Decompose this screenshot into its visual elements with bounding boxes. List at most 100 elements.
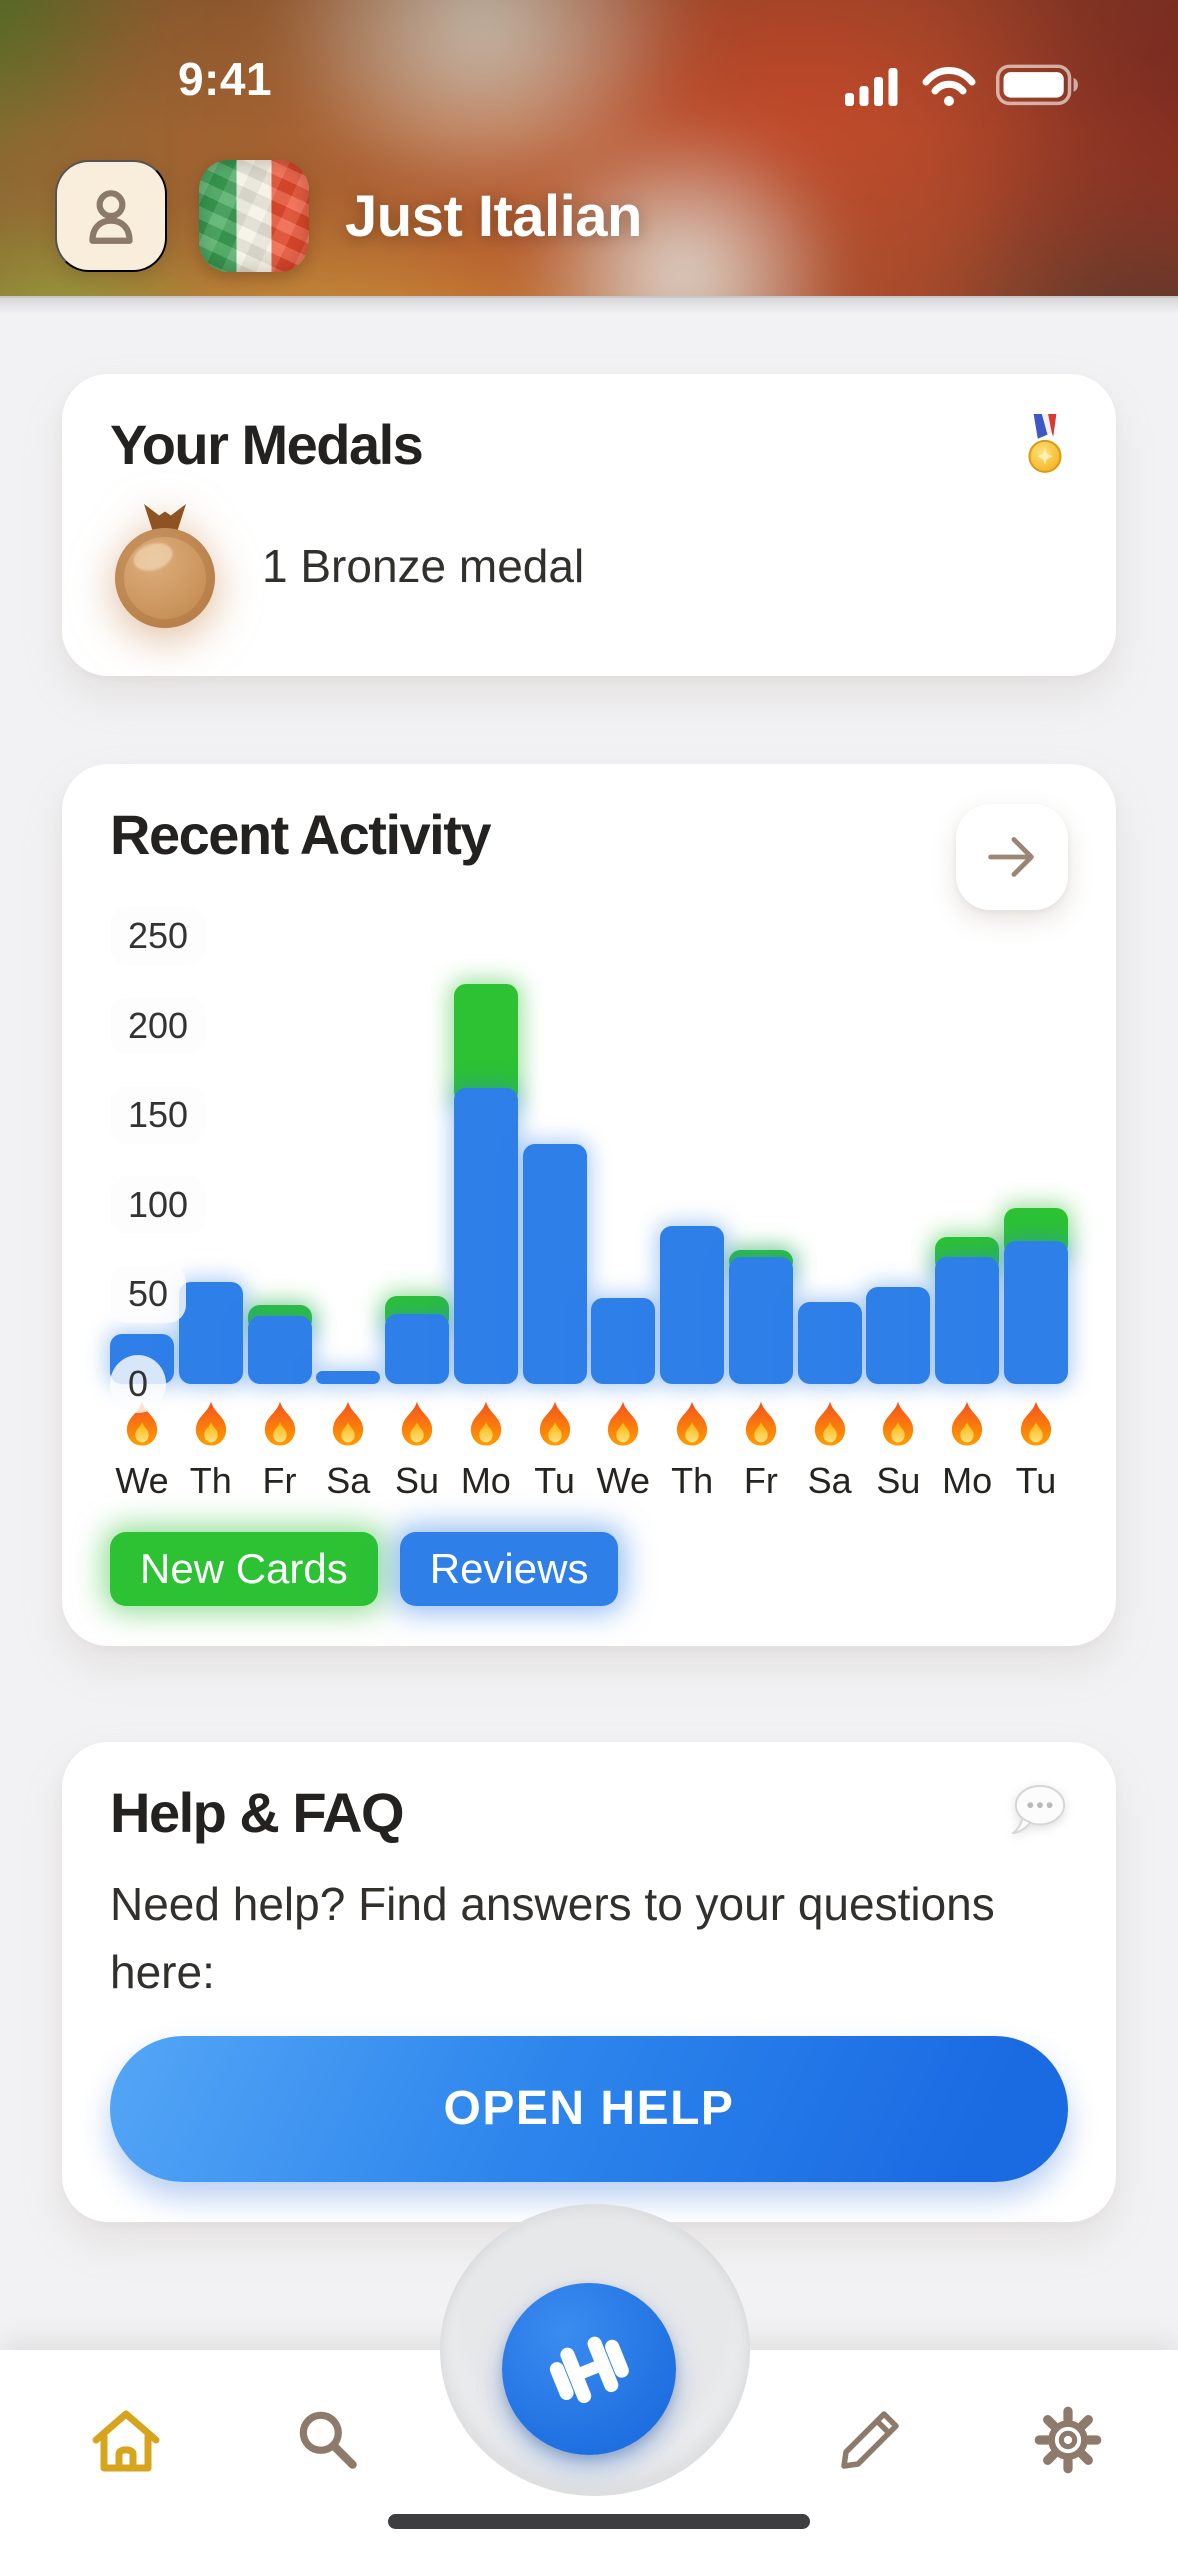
x-axis-cell: Mo: [935, 1400, 999, 1502]
flame-icon: [876, 1400, 920, 1452]
help-body-text: Need help? Find answers to your question…: [110, 1877, 995, 1998]
profile-button[interactable]: [55, 160, 167, 272]
flame-icon: [808, 1400, 852, 1452]
help-card-title: Help & FAQ: [110, 1781, 405, 1844]
chat-bubble-icon: [1010, 1782, 1068, 1836]
bar-column: [453, 984, 518, 1384]
flame-icon: [258, 1400, 302, 1452]
flame-icon: [1014, 1400, 1058, 1452]
reviews-bar-segment: [728, 1256, 793, 1384]
flame-icon: [120, 1400, 164, 1452]
bar-column: [385, 1296, 450, 1384]
signal-icon: [844, 64, 902, 108]
x-axis-cell: Th: [179, 1400, 243, 1502]
bar-column: [1003, 1208, 1068, 1384]
x-axis-day-label: We: [115, 1460, 169, 1501]
recent-activity-card: Recent Activity 250 200 150 100 50 0 We: [62, 764, 1116, 1646]
x-axis-cell: Th: [660, 1400, 724, 1502]
train-fab-button[interactable]: [502, 2283, 676, 2455]
search-icon: [291, 2403, 365, 2477]
wifi-icon: [920, 64, 978, 108]
bronze-medal-disc: [115, 528, 215, 628]
x-axis-day-label: Sa: [807, 1460, 852, 1501]
open-activity-button[interactable]: [956, 804, 1068, 910]
x-axis-day-label: Su: [876, 1460, 921, 1501]
x-axis-cell: Mo: [454, 1400, 518, 1502]
reviews-bar-segment: [247, 1315, 312, 1384]
open-help-button[interactable]: OPEN HELP: [110, 2035, 1068, 2182]
flame-icon: [395, 1400, 439, 1452]
reviews-bar-segment: [1003, 1240, 1068, 1384]
bar-column: [797, 1301, 862, 1384]
x-axis-day-label: Mo: [942, 1460, 993, 1501]
nav-settings-button[interactable]: [1028, 2400, 1108, 2480]
x-axis-cell: We: [110, 1400, 174, 1502]
pencil-icon: [832, 2402, 908, 2478]
x-axis-day-label: Fr: [743, 1460, 778, 1501]
reviews-bar-segment: [385, 1314, 450, 1384]
x-axis-day-label: We: [596, 1460, 651, 1501]
person-icon: [78, 183, 144, 249]
medal-count-label: 1 Bronze medal: [262, 540, 585, 592]
x-axis-day-label: Tu: [534, 1460, 575, 1501]
nav-edit-button[interactable]: [830, 2400, 910, 2480]
reviews-bar-segment: [797, 1301, 862, 1384]
x-axis-day-label: Mo: [460, 1460, 511, 1501]
flame-icon: [189, 1400, 233, 1452]
x-axis-cell: We: [591, 1400, 655, 1502]
x-axis-day-label: Fr: [262, 1460, 297, 1501]
nav-home-button[interactable]: [86, 2400, 166, 2480]
x-axis-cell: Fr: [248, 1400, 312, 1502]
bar-column: [178, 1281, 243, 1384]
bar-column: [935, 1237, 1000, 1384]
italian-flag-app-icon: [199, 160, 309, 272]
bar-column: [866, 1287, 931, 1384]
new-cards-bar-segment: [453, 984, 518, 1105]
x-axis-cell: Tu: [1004, 1400, 1068, 1502]
bronze-medal-graphic: [110, 502, 220, 630]
flame-icon: [326, 1400, 370, 1452]
bar-column: [728, 1249, 793, 1384]
status-time: 9:41: [177, 53, 273, 105]
x-axis-day-label: Tu: [1015, 1460, 1057, 1501]
reviews-bar-segment: [591, 1297, 656, 1384]
bar-column: [316, 1371, 381, 1384]
x-axis-cell: Su: [385, 1400, 449, 1502]
chart-legend: New Cards Reviews: [110, 1532, 1068, 1606]
legend-reviews-button[interactable]: Reviews: [399, 1532, 619, 1606]
reviews-bar-segment: [866, 1287, 931, 1384]
reviews-bar-segment: [316, 1371, 381, 1384]
reviews-bar-segment: [660, 1226, 725, 1384]
header-divider: [0, 296, 1178, 314]
help-card: Help & FAQ Need help? Find answers to yo…: [62, 1742, 1116, 2222]
bar-column: [591, 1297, 656, 1384]
chart-bars: [110, 936, 1068, 1384]
x-axis-day-label: Sa: [326, 1460, 371, 1501]
header: 9:41: [0, 0, 1178, 296]
bar-column: [660, 1226, 725, 1384]
flame-icon: [670, 1400, 714, 1452]
reviews-bar-segment: [935, 1256, 1000, 1384]
bar-column: [110, 1333, 174, 1384]
medals-card: Your Medals 1 Bronze medal: [62, 374, 1116, 676]
x-axis-day-label: Th: [189, 1460, 232, 1501]
home-icon: [86, 2402, 166, 2478]
activity-card-title: Recent Activity: [110, 803, 492, 866]
reviews-bar-segment: [178, 1281, 243, 1384]
nav-search-button[interactable]: [288, 2400, 368, 2480]
x-axis-cell: Sa: [798, 1400, 862, 1502]
x-axis-day-label: Su: [395, 1460, 440, 1501]
home-indicator[interactable]: [388, 2514, 810, 2529]
gear-icon: [1029, 2401, 1107, 2479]
x-axis-day-label: Th: [671, 1460, 714, 1501]
legend-new-cards-button[interactable]: New Cards: [110, 1532, 378, 1606]
flame-icon: [533, 1400, 577, 1452]
arrow-right-icon: [981, 826, 1043, 888]
x-axis-cell: Fr: [729, 1400, 793, 1502]
dumbbell-icon: [537, 2321, 641, 2417]
gold-medal-icon: [1022, 414, 1068, 476]
activity-chart: 250 200 150 100 50 0 We Th Fr Sa Su: [110, 907, 1068, 1502]
medals-card-title: Your Medals: [110, 413, 424, 476]
x-axis-cell: Su: [866, 1400, 930, 1502]
reviews-bar-segment: [522, 1143, 587, 1384]
